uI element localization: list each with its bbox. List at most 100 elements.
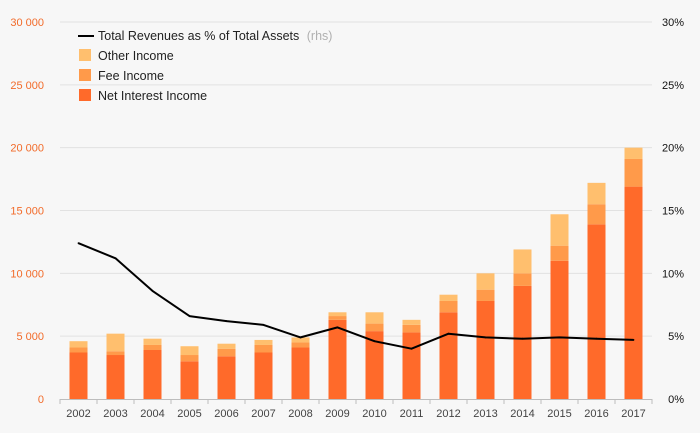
x-tick-label: 2013: [473, 408, 497, 420]
bar-net-interest-income: [328, 319, 347, 399]
x-tick-label: 2017: [621, 408, 645, 420]
legend-swatch-fee-income: [79, 69, 91, 81]
bar-other-income: [587, 182, 606, 205]
legend-item-net-interest-income: Net Interest Income: [79, 89, 207, 103]
ratio-point: [188, 315, 191, 317]
y-right-tick-label: 15%: [662, 206, 684, 218]
bar-fee-income: [476, 289, 495, 301]
x-tick-label: 2007: [251, 408, 275, 420]
bar-fee-income: [365, 323, 384, 332]
legend-item-other-income: Other Income: [79, 49, 174, 63]
y-left-tick-label: 5 000: [16, 331, 44, 343]
bar-net-interest-income: [550, 260, 569, 399]
y-right-tick-label: 25%: [662, 80, 684, 92]
y-left-tick-label: 15 000: [10, 206, 44, 218]
bar-net-interest-income: [143, 349, 162, 399]
bar-other-income: [328, 312, 347, 317]
ratio-point: [521, 337, 524, 340]
x-tick-label: 2002: [66, 408, 90, 420]
bar-net-interest-income: [439, 312, 458, 399]
x-tick-label: 2003: [103, 408, 127, 420]
bar-other-income: [143, 338, 162, 345]
bar-other-income: [439, 294, 458, 301]
bar-other-income: [550, 214, 569, 246]
y-left-tick-label: 25 000: [10, 80, 44, 92]
y-right-tick-label: 0%: [668, 394, 684, 406]
bar-other-income: [476, 273, 495, 290]
x-tick-label: 2011: [400, 408, 424, 420]
y-left-tick-label: 20 000: [10, 143, 44, 155]
legend-swatch-net-interest-income: [79, 89, 91, 101]
x-tick-label: 2004: [140, 408, 164, 420]
y-right-tick-label: 10%: [662, 268, 684, 280]
legend-item-line: Total Revenues as % of Total Assets (rhs…: [78, 29, 332, 43]
y-left-tick-label: 0: [38, 394, 44, 406]
ratio-point: [484, 336, 487, 339]
y-right-tick-label: 5%: [668, 331, 684, 343]
bar-net-interest-income: [106, 355, 125, 399]
bar-fee-income: [106, 351, 125, 356]
bar-fee-income: [513, 273, 532, 286]
bar-net-interest-income: [587, 224, 606, 399]
y-right-tick-label: 20%: [662, 143, 684, 155]
bar-fee-income: [439, 300, 458, 313]
ratio-point: [447, 332, 450, 335]
x-tick-label: 2006: [214, 408, 238, 420]
bars: [69, 147, 643, 399]
bar-other-income: [402, 319, 421, 325]
bar-fee-income: [624, 158, 643, 187]
x-tick-label: 2005: [177, 408, 201, 420]
bar-other-income: [106, 333, 125, 352]
bar-other-income: [513, 249, 532, 274]
x-tick-label: 2015: [547, 408, 571, 420]
x-tick-label: 2009: [325, 408, 349, 420]
legend-label-other-income: Other Income: [98, 49, 174, 63]
x-tick-label: 2008: [288, 408, 312, 420]
bar-fee-income: [143, 344, 162, 350]
bar-fee-income: [180, 355, 199, 362]
bar-fee-income: [550, 245, 569, 261]
ratio-point: [151, 290, 154, 292]
x-tick-label: 2016: [584, 408, 608, 420]
legend-label-fee-income: Fee Income: [98, 69, 164, 83]
bar-other-income: [69, 341, 88, 348]
x-tick-label: 2010: [362, 408, 386, 420]
legend: Total Revenues as % of Total Assets (rhs…: [78, 29, 332, 103]
ratio-point: [632, 339, 635, 341]
bar-net-interest-income: [69, 352, 88, 399]
ratio-point: [114, 257, 117, 260]
ratio-point: [410, 347, 413, 350]
bar-fee-income: [402, 324, 421, 333]
ratio-point: [225, 320, 228, 322]
bar-fee-income: [328, 316, 347, 320]
bar-net-interest-income: [476, 300, 495, 399]
ratio-point: [595, 337, 598, 340]
legend-label-net-interest-income: Net Interest Income: [98, 89, 207, 103]
ratio-point: [336, 326, 339, 329]
x-tick-label: 2012: [436, 408, 460, 420]
bar-net-interest-income: [402, 332, 421, 399]
bar-other-income: [365, 312, 384, 324]
bar-other-income: [254, 339, 273, 345]
ratio-point: [262, 323, 265, 326]
y-axis-left: 0 5 000 10 000 15 000 20 000 25 000 30 000: [10, 17, 44, 406]
legend-item-fee-income: Fee Income: [79, 69, 164, 83]
ratio-point: [77, 242, 80, 245]
legend-label-rhs: (rhs): [307, 29, 333, 43]
y-left-tick-label: 10 000: [10, 268, 44, 280]
x-tick-label: 2014: [510, 408, 534, 420]
ratio-point: [558, 336, 561, 339]
ratio-line: [78, 242, 634, 350]
legend-swatch-other-income: [79, 49, 91, 61]
bar-fee-income: [69, 347, 88, 353]
bar-other-income: [624, 147, 643, 159]
bar-net-interest-income: [365, 331, 384, 399]
y-right-tick-label: 30%: [662, 17, 684, 29]
bar-other-income: [217, 343, 236, 349]
svg-text:Total Revenues as % of Total A: Total Revenues as % of Total Assets (rhs…: [98, 29, 332, 43]
ratio-line-series: [77, 242, 635, 350]
bar-fee-income: [254, 344, 273, 353]
y-left-tick-label: 30 000: [10, 17, 44, 29]
bar-other-income: [291, 337, 310, 343]
